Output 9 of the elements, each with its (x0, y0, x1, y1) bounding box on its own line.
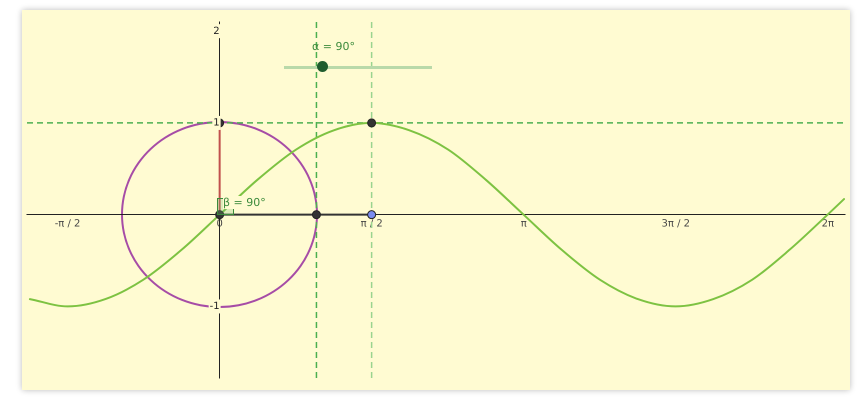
annotation: β = 90° (223, 196, 266, 209)
x-tick-label: 2π (822, 218, 834, 230)
annotation: α = 90° (312, 40, 355, 53)
x-tick-label: π (520, 218, 527, 230)
x-tick-label: 3π / 2 (662, 218, 690, 230)
y-tick-label: -1 (210, 301, 220, 312)
y-tick-label: 2 (213, 26, 220, 37)
x-tick-label: -π / 2 (54, 218, 80, 230)
slider: α = 90° (284, 40, 434, 74)
